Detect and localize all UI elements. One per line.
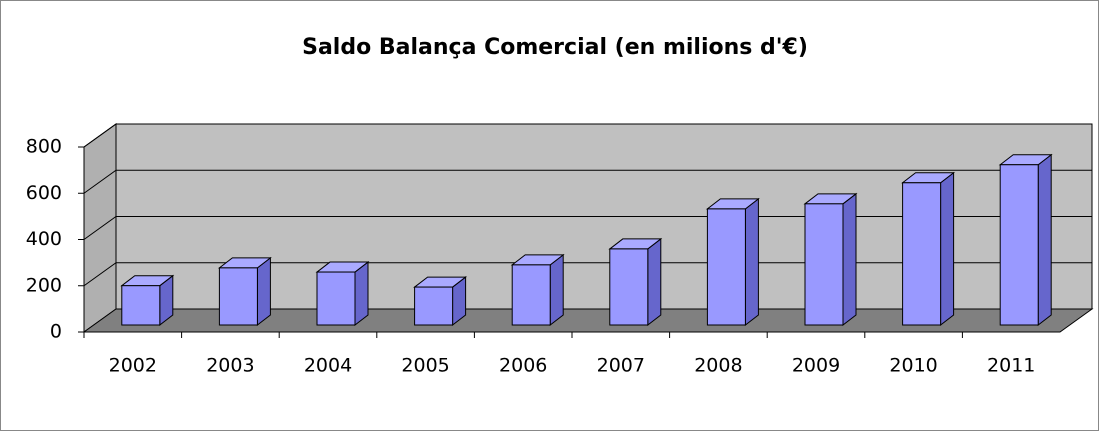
bar-side xyxy=(940,171,955,327)
bar xyxy=(218,267,258,326)
bar xyxy=(706,208,746,326)
x-tick-label: 2011 xyxy=(987,355,1035,377)
x-tick-label: 2010 xyxy=(889,355,937,377)
y-tick-label: 0 xyxy=(50,321,62,343)
bar xyxy=(511,264,551,326)
x-tick-label: 2008 xyxy=(694,355,742,377)
bar-side xyxy=(1037,153,1052,327)
x-tick-label: 2006 xyxy=(499,355,547,377)
bar xyxy=(609,248,649,326)
bar xyxy=(804,203,844,326)
bar xyxy=(902,182,942,326)
bar xyxy=(999,164,1039,326)
x-tick-label: 2004 xyxy=(304,355,352,377)
bar xyxy=(414,286,454,326)
chart-title: Saldo Balança Comercial (en milions d'€) xyxy=(302,35,808,60)
y-tick-label: 600 xyxy=(26,182,62,204)
bar xyxy=(121,285,161,326)
x-tick-label: 2007 xyxy=(597,355,645,377)
bar-side xyxy=(647,237,662,327)
y-tick-label: 200 xyxy=(26,274,62,296)
bar-side xyxy=(549,253,564,327)
grid-line xyxy=(83,123,1092,148)
y-tick-label: 400 xyxy=(26,228,62,250)
x-tick-label: 2005 xyxy=(401,355,449,377)
x-tick-label: 2002 xyxy=(109,355,157,377)
grid-line xyxy=(83,262,1092,287)
y-tick-label: 800 xyxy=(26,136,62,158)
bar xyxy=(316,271,356,326)
bar-side xyxy=(744,197,759,327)
grid-line xyxy=(83,216,1092,240)
x-tick-label: 2009 xyxy=(792,355,840,377)
bar-side xyxy=(842,192,857,327)
x-tick-label: 2003 xyxy=(206,355,254,377)
bar-side xyxy=(256,256,271,327)
bar-side xyxy=(354,261,369,327)
grid-line xyxy=(83,169,1092,194)
